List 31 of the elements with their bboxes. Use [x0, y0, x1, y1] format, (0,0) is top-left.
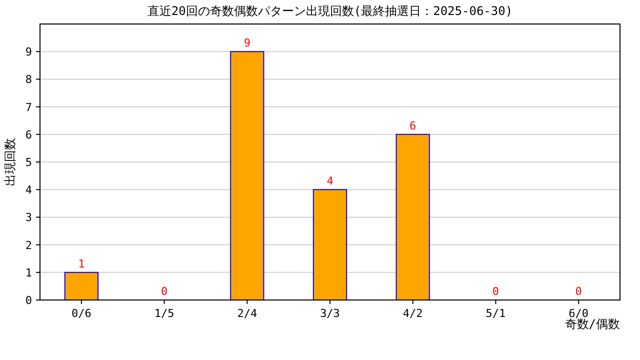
data-label: 0: [492, 285, 500, 298]
x-tick-label: 5/1: [486, 307, 506, 320]
x-tick-label: 6/0: [568, 307, 589, 320]
bar: [64, 272, 98, 300]
y-tick-label: 9: [25, 46, 32, 59]
data-label: 0: [160, 285, 168, 298]
data-label: 0: [575, 285, 582, 298]
y-tick-label: 2: [25, 238, 32, 252]
y-tick-label: 7: [25, 100, 32, 114]
y-tick-label: 5: [25, 156, 32, 169]
y-tick-label: 4: [25, 184, 32, 197]
y-tick-label: 3: [25, 211, 32, 224]
data-label: 9: [244, 36, 250, 50]
bar: [230, 51, 264, 300]
data-label: 4: [326, 174, 334, 188]
bar: [396, 134, 430, 300]
x-axis-title: 奇数/偶数: [564, 317, 620, 331]
chart-title: 直近20回の奇数偶数パターン出現回数(最終抽選日：2025-06-30): [147, 4, 513, 18]
x-tick-label: 1/5: [154, 307, 174, 320]
y-tick-label: 1: [25, 266, 32, 280]
y-tick-label: 8: [25, 73, 32, 86]
x-tick-label: 4/2: [402, 307, 423, 320]
data-label: 1: [78, 257, 85, 270]
data-label: 6: [410, 119, 416, 132]
x-tick-label: 3/3: [320, 307, 340, 320]
y-tick-label: 6: [25, 128, 32, 142]
y-tick-label: 0: [25, 294, 32, 307]
bar: [312, 189, 348, 300]
y-axis-title: 出現回数: [3, 138, 17, 186]
x-tick-label: 2/4: [237, 307, 258, 320]
x-tick-label: 0/6: [71, 307, 92, 320]
